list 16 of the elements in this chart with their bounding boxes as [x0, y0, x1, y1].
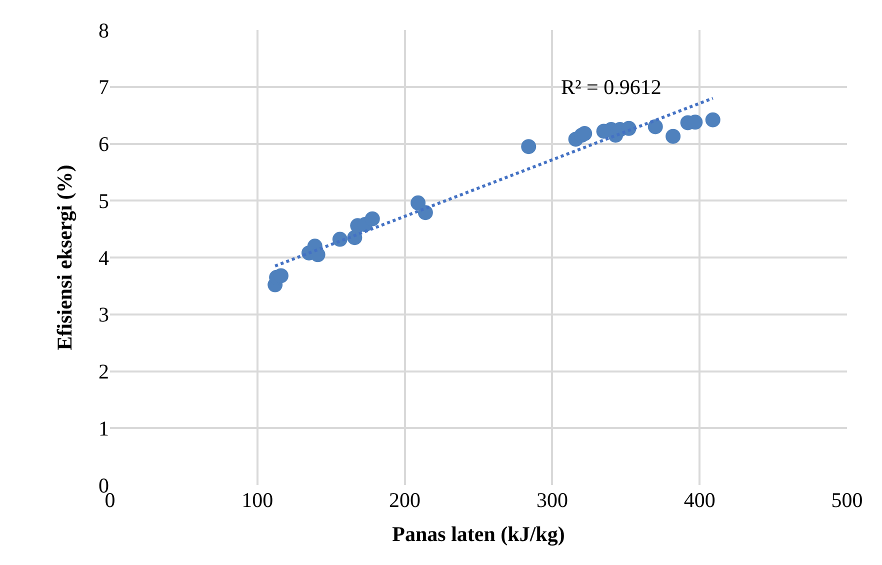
- y-tick-label: 3: [98, 302, 109, 327]
- x-tick-label: 200: [389, 488, 421, 512]
- y-tick-label: 4: [98, 246, 110, 270]
- y-tick-label: 2: [98, 360, 109, 384]
- x-tick-label: 400: [684, 488, 716, 512]
- y-tick-label: 1: [98, 416, 109, 440]
- annotation: R² = 0.9612: [561, 75, 662, 99]
- y-tick-label: 5: [98, 188, 109, 213]
- y-tick-label: 6: [98, 132, 109, 156]
- x-axis-title: Panas laten (kJ/kg): [392, 522, 565, 546]
- x-tick-label: 300: [536, 488, 568, 512]
- y-tick-label: 8: [98, 18, 109, 42]
- y-axis-title: Efisiensi eksergi (%): [52, 164, 77, 350]
- x-tick-label: 500: [831, 488, 863, 512]
- y-tick-label: 7: [98, 75, 109, 100]
- x-tick-label: 100: [242, 488, 274, 512]
